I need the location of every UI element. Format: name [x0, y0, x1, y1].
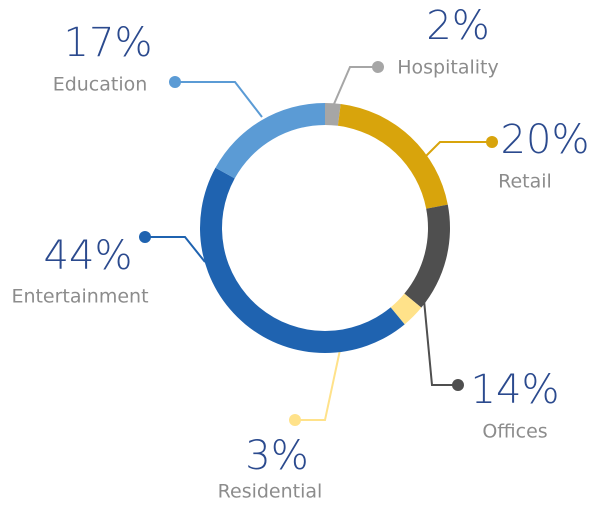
value-label: 14% [471, 367, 560, 413]
leader-dot [169, 76, 181, 88]
leader-line [423, 141, 492, 159]
category-label: Offices [482, 421, 547, 443]
leader-dot [486, 136, 498, 148]
donut-slice [404, 204, 451, 308]
value-label: 2% [426, 3, 489, 49]
value-label: 44% [44, 233, 133, 279]
category-label: Retail [498, 171, 552, 193]
leader-line [295, 349, 341, 421]
donut-slice [215, 103, 325, 179]
leader-line [423, 299, 458, 386]
value-label: 3% [245, 433, 308, 479]
leader-line [333, 66, 378, 105]
leader-dot [139, 231, 151, 243]
category-label: Residential [218, 481, 323, 503]
donut-slice [337, 103, 448, 209]
donut-slice [200, 167, 405, 353]
leader-line [145, 236, 206, 263]
value-label: 17% [64, 20, 153, 66]
donut-slice [325, 103, 341, 126]
leader-dot [452, 379, 464, 391]
leader-line [175, 81, 263, 118]
category-label: Hospitality [397, 57, 499, 79]
leader-dot [372, 61, 384, 73]
leader-dot [289, 414, 301, 426]
donut-slice [390, 293, 422, 325]
value-label: 20% [501, 117, 590, 163]
category-label: Entertainment [11, 286, 148, 308]
category-label: Education [53, 74, 148, 96]
